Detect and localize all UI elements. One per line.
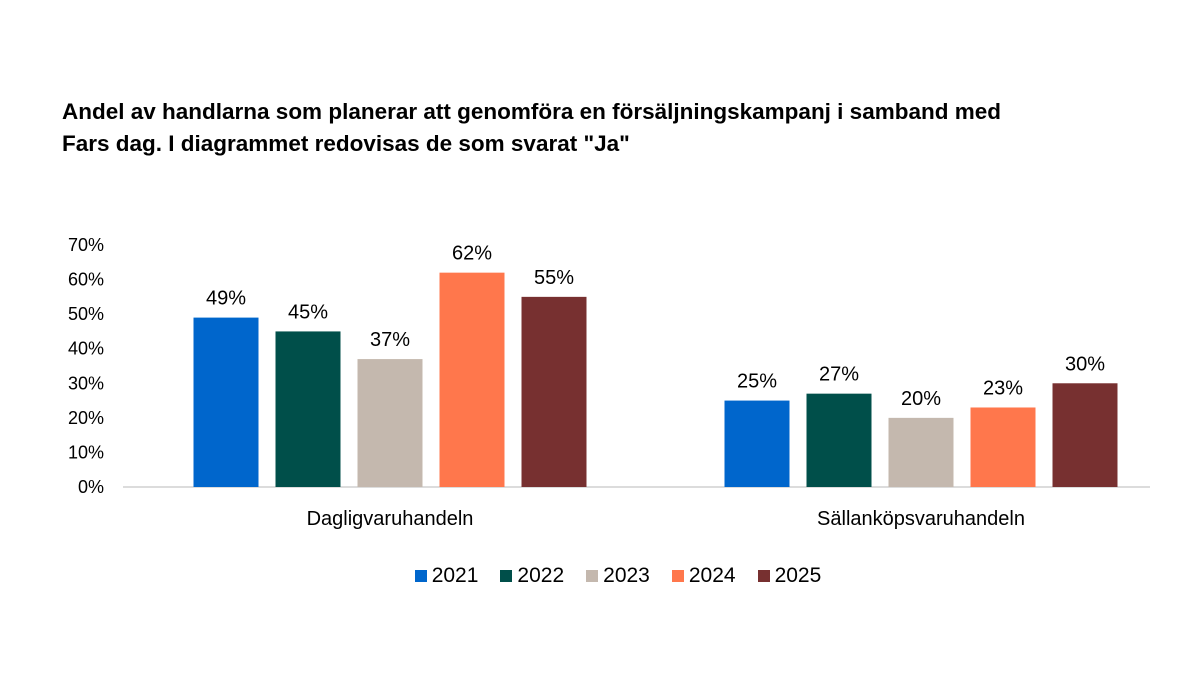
bar-2023-0 (357, 359, 423, 487)
y-tick-label: 70% (68, 235, 104, 255)
category-label: Dagligvaruhandeln (307, 508, 474, 530)
legend-label: 2025 (774, 564, 822, 587)
data-label: 23% (983, 377, 1023, 399)
data-label: 49% (206, 288, 246, 310)
legend-swatch (414, 570, 427, 582)
legend-swatch (586, 570, 599, 582)
bar-2021-1 (724, 400, 790, 487)
bar-2022-1 (806, 393, 872, 487)
legend-label: 2022 (517, 564, 565, 587)
data-label: 62% (452, 243, 492, 265)
data-label: 25% (737, 371, 777, 393)
data-label: 55% (534, 267, 574, 289)
bar-2025-0 (521, 296, 587, 487)
legend-item-2023: 2023 (586, 564, 650, 588)
legend-swatch (671, 570, 684, 582)
data-label: 27% (819, 364, 859, 386)
y-tick-label: 60% (68, 270, 104, 290)
bar-2024-1 (970, 407, 1036, 487)
legend-swatch (500, 570, 513, 582)
category-label: Sällanköpsvaruhandeln (817, 508, 1025, 530)
bar-2023-1 (888, 417, 954, 487)
legend-label: 2021 (431, 564, 479, 587)
legend-item-2025: 2025 (757, 564, 822, 588)
y-tick-label: 30% (68, 373, 104, 393)
y-tick-label: 10% (68, 442, 104, 462)
bar-2024-0 (439, 272, 505, 487)
legend-swatch (757, 570, 770, 582)
data-label: 45% (288, 301, 328, 323)
data-label: 30% (1065, 353, 1105, 375)
y-tick-label: 20% (68, 408, 104, 428)
legend-item-2021: 2021 (414, 564, 479, 588)
legend-label: 2024 (688, 564, 736, 587)
y-tick-label: 0% (78, 477, 104, 497)
y-tick-label: 50% (68, 304, 104, 324)
legend-label: 2023 (603, 564, 650, 587)
chart-title: Andel av handlarna som planerar att geno… (62, 99, 1001, 156)
data-label: 20% (901, 388, 941, 410)
legend-item-2022: 2022 (500, 564, 564, 588)
bar-2022-0 (275, 331, 341, 487)
legend: 2021 2022 2023 2024 2025 (0, 564, 1200, 588)
y-tick-label: 40% (68, 339, 104, 359)
legend-item-2024: 2024 (671, 564, 736, 588)
data-label: 37% (370, 329, 410, 351)
bar-2021-0 (193, 317, 259, 487)
bar-2025-1 (1052, 383, 1118, 487)
